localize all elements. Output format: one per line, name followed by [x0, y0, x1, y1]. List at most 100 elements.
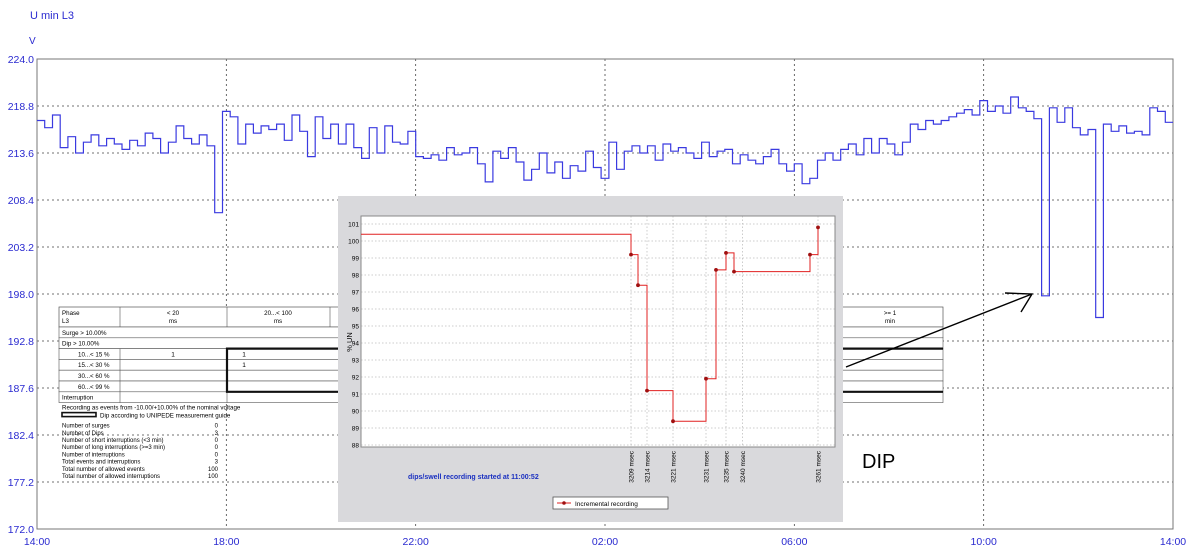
- main-x-tick-label: 14:00: [1160, 536, 1186, 548]
- main-x-tick-label: 18:00: [213, 536, 239, 548]
- inset-legend-label: Incremental recording: [575, 501, 638, 508]
- inset-y-tick-label: 95: [352, 324, 360, 331]
- stats-value: 100: [208, 467, 219, 473]
- main-y-tick-label: 192.8: [8, 336, 34, 348]
- main-plot-frame: [36, 58, 1174, 530]
- inset-data-point: [816, 225, 820, 230]
- inset-y-tick-label: 92: [352, 375, 360, 382]
- annotation-arrow-head: [1004, 292, 1034, 313]
- table-header-cell: min: [885, 318, 896, 325]
- main-x-tick-label: 14:00: [24, 536, 50, 548]
- inset-data-point: [671, 419, 675, 424]
- table-row-label: 10...< 15 %: [78, 351, 110, 358]
- unipede-legend-label: Dip according to UNIPEDE measurement gui…: [100, 413, 231, 420]
- table-row-label: Interruption: [62, 395, 94, 402]
- inset-data-point: [704, 376, 708, 381]
- table-cell: 1: [171, 351, 175, 358]
- y-axis-label: V: [29, 36, 36, 47]
- inset-legend-box: [552, 496, 669, 510]
- inset-x-label: 3261 msec: [816, 450, 823, 483]
- inset-y-ticks: 101 100 99 98 97 96 95 94 93 92 91 90 89 88: [348, 222, 359, 450]
- inset-data-point: [724, 251, 728, 255]
- main-y-tick-label: 182.4: [8, 430, 34, 442]
- stats-label: Total number of allowed interruptions: [62, 474, 160, 480]
- main-y-tick-label: 198.0: [8, 289, 34, 301]
- table-row-label: Dip > 10.00%: [62, 341, 100, 348]
- main-x-tick-label: 02:00: [592, 536, 618, 548]
- stats-value: 3: [215, 460, 219, 466]
- stats-value: 0: [215, 424, 219, 430]
- stats-value: 100: [208, 474, 219, 480]
- table-header-cell: < 20: [167, 310, 180, 317]
- table-header-cell: L3: [62, 318, 69, 325]
- annotation-arrow-line: [845, 293, 1033, 368]
- inset-plot-area: [360, 215, 836, 448]
- stats-label: Number of short interruptions (<3 min): [62, 438, 164, 444]
- stats-label: Total number of allowed events: [62, 467, 145, 473]
- inset-data-point: [714, 268, 718, 272]
- inset-y-tick-label: 98: [352, 273, 360, 280]
- inset-data-point: [808, 252, 812, 257]
- inset-y-tick-label: 93: [352, 358, 360, 365]
- main-y-ticks: 224.0 218.8 213.6 208.4 203.2 198.0 192.8 187.6…: [8, 54, 34, 536]
- stats-label: Number of surges: [62, 424, 110, 430]
- dip-annotation-label: DIP: [862, 451, 895, 473]
- stats-value: 0: [215, 452, 219, 458]
- inset-legend-marker: [562, 501, 566, 505]
- stats-value: 0: [215, 438, 219, 444]
- stats-label: Number of Dips: [62, 431, 104, 437]
- inset-y-tick-label: 99: [352, 256, 360, 263]
- main-y-tick-label: 218.8: [8, 101, 34, 113]
- main-y-tick-label: 177.2: [8, 477, 34, 489]
- main-y-tick-label: 224.0: [8, 54, 34, 66]
- series-line-u-min-l3: [37, 96, 1173, 319]
- main-x-ticks: 14:00 18:00 22:00 02:00 06:00 10:00 14:00: [24, 536, 1186, 548]
- table-header-cell: 20...< 100: [264, 310, 292, 317]
- table-cell: 1: [242, 362, 246, 369]
- table-header-cell: ms: [169, 318, 177, 325]
- main-y-tick-label: 203.2: [8, 242, 34, 254]
- unipede-legend-swatch: [61, 411, 97, 418]
- inset-y-tick-label: 101: [348, 222, 359, 229]
- stats-label: Total events and interruptions: [62, 460, 140, 466]
- inset-chart: 101 100 99 98 97 96 95 94 93 92 91 90 89 88 3209 msec…: [338, 196, 843, 522]
- inset-y-tick-label: 91: [352, 392, 360, 399]
- inset-data-point: [732, 269, 736, 274]
- main-x-tick-label: 10:00: [971, 536, 997, 548]
- stats-label: Number of interruptions: [62, 452, 125, 458]
- inset-x-label: 3221 msec: [671, 450, 678, 483]
- inset-y-tick-label: 88: [352, 443, 360, 450]
- inset-points: [629, 225, 820, 424]
- table-row-label: 15...< 30 %: [78, 362, 110, 369]
- table-header-cell: ms: [274, 318, 282, 325]
- table-header-cell: Phase: [62, 310, 80, 317]
- main-y-tick-label: 172.0: [8, 524, 34, 536]
- inset-x-label: 3235 msec: [724, 450, 731, 483]
- table-note: Recording as events from -10.00/+10.00% …: [62, 405, 241, 412]
- main-y-tick-label: 208.4: [8, 195, 34, 207]
- table-row-label: Surge > 10.00%: [62, 330, 107, 337]
- inset-y-tick-label: 89: [352, 426, 360, 433]
- inset-x-label: 3209 msec: [629, 450, 636, 483]
- inset-x-labels: 3209 msec 3214 msec 3221 msec 3231 msec 3235…: [629, 450, 823, 483]
- chart-title: U min L3: [30, 10, 74, 22]
- inset-y-axis-label: % UN: [345, 332, 354, 352]
- stats-value: 0: [215, 445, 219, 451]
- inset-data-point: [645, 388, 649, 393]
- table-row-label: 60...< 99 %: [78, 384, 110, 391]
- inset-data-point: [629, 252, 633, 257]
- main-y-tick-label: 213.6: [8, 148, 34, 160]
- main-x-tick-label: 22:00: [403, 536, 429, 548]
- inset-data-point: [636, 283, 640, 288]
- table-cell: 1: [242, 351, 246, 358]
- main-x-tick-label: 06:00: [781, 536, 807, 548]
- inset-y-tick-label: 96: [352, 307, 360, 314]
- main-y-tick-label: 187.6: [8, 383, 34, 395]
- stats-label: Number of long interruptions (>=3 min): [62, 445, 165, 451]
- inset-x-label: 3214 msec: [645, 450, 652, 483]
- inset-y-tick-label: 90: [352, 409, 360, 416]
- table-row-label: 30...< 60 %: [78, 373, 110, 380]
- inset-y-tick-label: 94: [352, 341, 360, 348]
